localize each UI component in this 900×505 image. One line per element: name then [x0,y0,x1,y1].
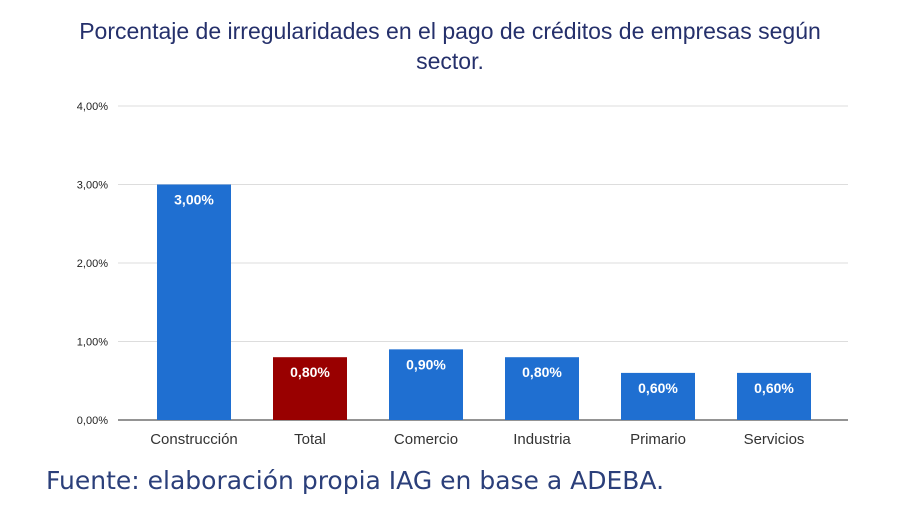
x-tick-label: Total [294,431,326,448]
data-label: 3,00% [174,192,214,208]
data-label: 0,60% [754,380,794,396]
x-tick-label: Construcción [150,431,238,448]
x-tick-label: Comercio [394,431,458,448]
y-tick-label: 2,00% [77,258,108,270]
bar-servicios [737,372,811,420]
y-tick-label: 0,00% [77,415,108,427]
bar-comercio [389,349,463,420]
y-tick-label: 1,00% [77,337,108,349]
bar-construcci-n [157,184,231,420]
x-tick-label: Servicios [744,431,805,448]
bar-industria [505,357,579,420]
y-tick-label: 4,00% [77,101,108,113]
y-tick-label: 3,00% [77,180,108,192]
bar-primario [621,372,695,420]
chart-title: Porcentaje de irregularidades en el pago… [79,18,821,74]
data-label: 0,90% [406,356,446,372]
data-label: 0,80% [522,364,562,380]
data-label: 0,60% [638,380,678,396]
x-tick-label: Industria [513,431,571,448]
bar-total [273,357,347,420]
x-tick-label: Primario [630,431,686,448]
source-note: Fuente: elaboración propia IAG en base a… [46,466,665,495]
data-label: 0,80% [290,364,330,380]
